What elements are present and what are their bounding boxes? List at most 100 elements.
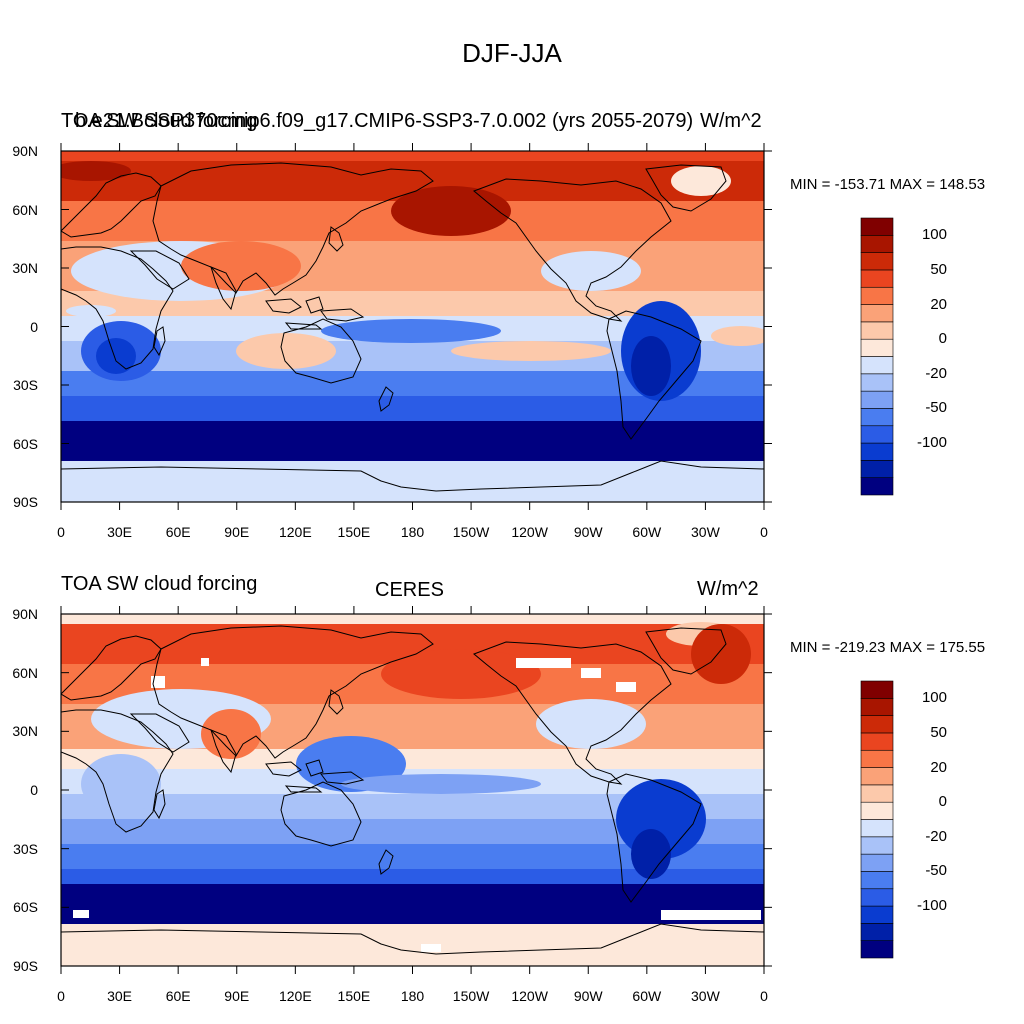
colorbar-swatch bbox=[860, 767, 894, 786]
lon-label: 120E bbox=[278, 988, 312, 1004]
colorbar-swatch bbox=[860, 460, 894, 478]
colorbar-swatch bbox=[860, 749, 894, 768]
colorbar-swatch bbox=[860, 680, 894, 699]
colorbar-swatch bbox=[860, 425, 894, 444]
colorbar-swatch bbox=[860, 321, 894, 340]
lon-label: 120W bbox=[511, 524, 548, 540]
colorbar-label: -20 bbox=[925, 827, 947, 845]
lon-label: 30E bbox=[107, 988, 133, 1004]
lon-label: 180 bbox=[400, 988, 425, 1004]
colorbar-swatch bbox=[860, 819, 894, 838]
panel2-colorbar bbox=[860, 680, 894, 959]
lon-label: 120W bbox=[511, 988, 548, 1004]
colorbar-swatch bbox=[860, 853, 894, 872]
lon-label: 0 bbox=[57, 524, 65, 540]
lat-label: 90S bbox=[13, 494, 38, 510]
colorbar-swatch bbox=[860, 286, 894, 305]
colorbar-label: 20 bbox=[930, 758, 947, 776]
colorbar-swatch bbox=[860, 338, 894, 357]
lat-label: 30S bbox=[13, 840, 38, 857]
colorbar-swatch bbox=[860, 304, 894, 323]
colorbar-swatch bbox=[860, 252, 894, 271]
colorbar-swatch bbox=[860, 905, 894, 924]
colorbar-label: -20 bbox=[925, 364, 947, 382]
colorbar-label: -100 bbox=[916, 897, 947, 915]
lon-label: 180 bbox=[400, 524, 425, 540]
lon-label: 60W bbox=[632, 524, 662, 540]
panel2-center-title: CERES bbox=[375, 579, 444, 601]
panel2-map bbox=[60, 613, 765, 967]
lon-label: 30W bbox=[691, 524, 720, 540]
colorbar-label: -50 bbox=[925, 399, 947, 417]
colorbar-swatch bbox=[860, 784, 894, 803]
colorbar-swatch bbox=[860, 698, 894, 716]
lon-label: 30W bbox=[691, 988, 720, 1004]
lon-label: 90E bbox=[224, 524, 250, 540]
lat-label: 0 bbox=[30, 782, 38, 798]
lon-label: 150W bbox=[452, 524, 490, 540]
lat-label: 60N bbox=[12, 664, 38, 681]
lat-label: 30N bbox=[12, 723, 38, 740]
colorbar-label: -100 bbox=[916, 434, 947, 452]
colorbar-label: 100 bbox=[921, 226, 947, 244]
lon-label: 90W bbox=[573, 988, 603, 1004]
lat-label: 0 bbox=[30, 318, 38, 335]
lon-label: 120E bbox=[278, 524, 312, 540]
lat-label: 60N bbox=[12, 201, 38, 218]
colorbar-swatch bbox=[860, 356, 894, 375]
lon-label: 150W bbox=[452, 988, 490, 1004]
lat-label: 30N bbox=[12, 260, 38, 276]
panel1-minmax: MIN = -153.71 MAX = 148.53 bbox=[790, 176, 986, 193]
lon-label: 60E bbox=[165, 988, 191, 1004]
colorbar-swatch bbox=[860, 732, 894, 751]
panel1-colorbar bbox=[860, 217, 894, 496]
lon-label: 30E bbox=[107, 524, 133, 540]
lon-label: 60E bbox=[165, 524, 191, 540]
panel1-left-title: TOA SW cloud forcing bbox=[61, 110, 258, 132]
colorbar-swatch bbox=[860, 715, 894, 734]
lon-label: 0 bbox=[760, 524, 768, 540]
lon-label: 150E bbox=[337, 524, 371, 540]
colorbar-label: 50 bbox=[930, 723, 947, 741]
colorbar-label: 20 bbox=[930, 295, 947, 313]
colorbar-swatch bbox=[860, 940, 894, 959]
colorbar-swatch bbox=[860, 269, 894, 288]
lat-label: 90S bbox=[13, 958, 38, 974]
colorbar-label: 100 bbox=[921, 689, 947, 707]
panel1-units: W/m^2 bbox=[700, 110, 762, 132]
lon-label: 150E bbox=[337, 988, 371, 1004]
lat-label: 90N bbox=[12, 143, 38, 159]
colorbar-swatch bbox=[860, 390, 894, 409]
colorbar-swatch bbox=[860, 408, 894, 427]
colorbar-swatch bbox=[860, 888, 894, 907]
colorbar-swatch bbox=[860, 235, 894, 253]
colorbar-label: -50 bbox=[925, 862, 947, 880]
colorbar-swatch bbox=[860, 442, 894, 461]
colorbar-swatch bbox=[860, 836, 894, 855]
lon-label: 60W bbox=[632, 988, 662, 1004]
panel1-map bbox=[60, 150, 765, 503]
lon-label: 90E bbox=[224, 988, 250, 1004]
colorbar-swatch bbox=[860, 871, 894, 890]
panel2-units: W/m^2 bbox=[697, 578, 759, 600]
colorbar-swatch bbox=[860, 923, 894, 941]
lat-label: 90N bbox=[12, 606, 38, 622]
colorbar-swatch bbox=[860, 217, 894, 236]
panel2-left-title: TOA SW cloud forcing bbox=[61, 573, 258, 595]
lat-label: 60S bbox=[13, 435, 38, 452]
panel1-center-title: b.e21.BSSP370cmip6.f09_g17.CMIP6-SSP3-7.… bbox=[75, 110, 694, 132]
panel2-minmax: MIN = -219.23 MAX = 175.55 bbox=[790, 639, 986, 656]
lon-label: 0 bbox=[760, 988, 768, 1004]
colorbar-swatch bbox=[860, 801, 894, 820]
colorbar-label: 0 bbox=[938, 793, 947, 811]
colorbar-swatch bbox=[860, 373, 894, 392]
lon-label: 0 bbox=[57, 988, 65, 1004]
figure-title: DJF-JJA bbox=[462, 38, 562, 68]
colorbar-label: 0 bbox=[938, 330, 947, 348]
colorbar-label: 50 bbox=[930, 260, 947, 278]
lat-label: 60S bbox=[13, 899, 38, 916]
lat-label: 30S bbox=[13, 377, 38, 393]
lon-label: 90W bbox=[573, 524, 603, 540]
colorbar-swatch bbox=[860, 477, 894, 496]
